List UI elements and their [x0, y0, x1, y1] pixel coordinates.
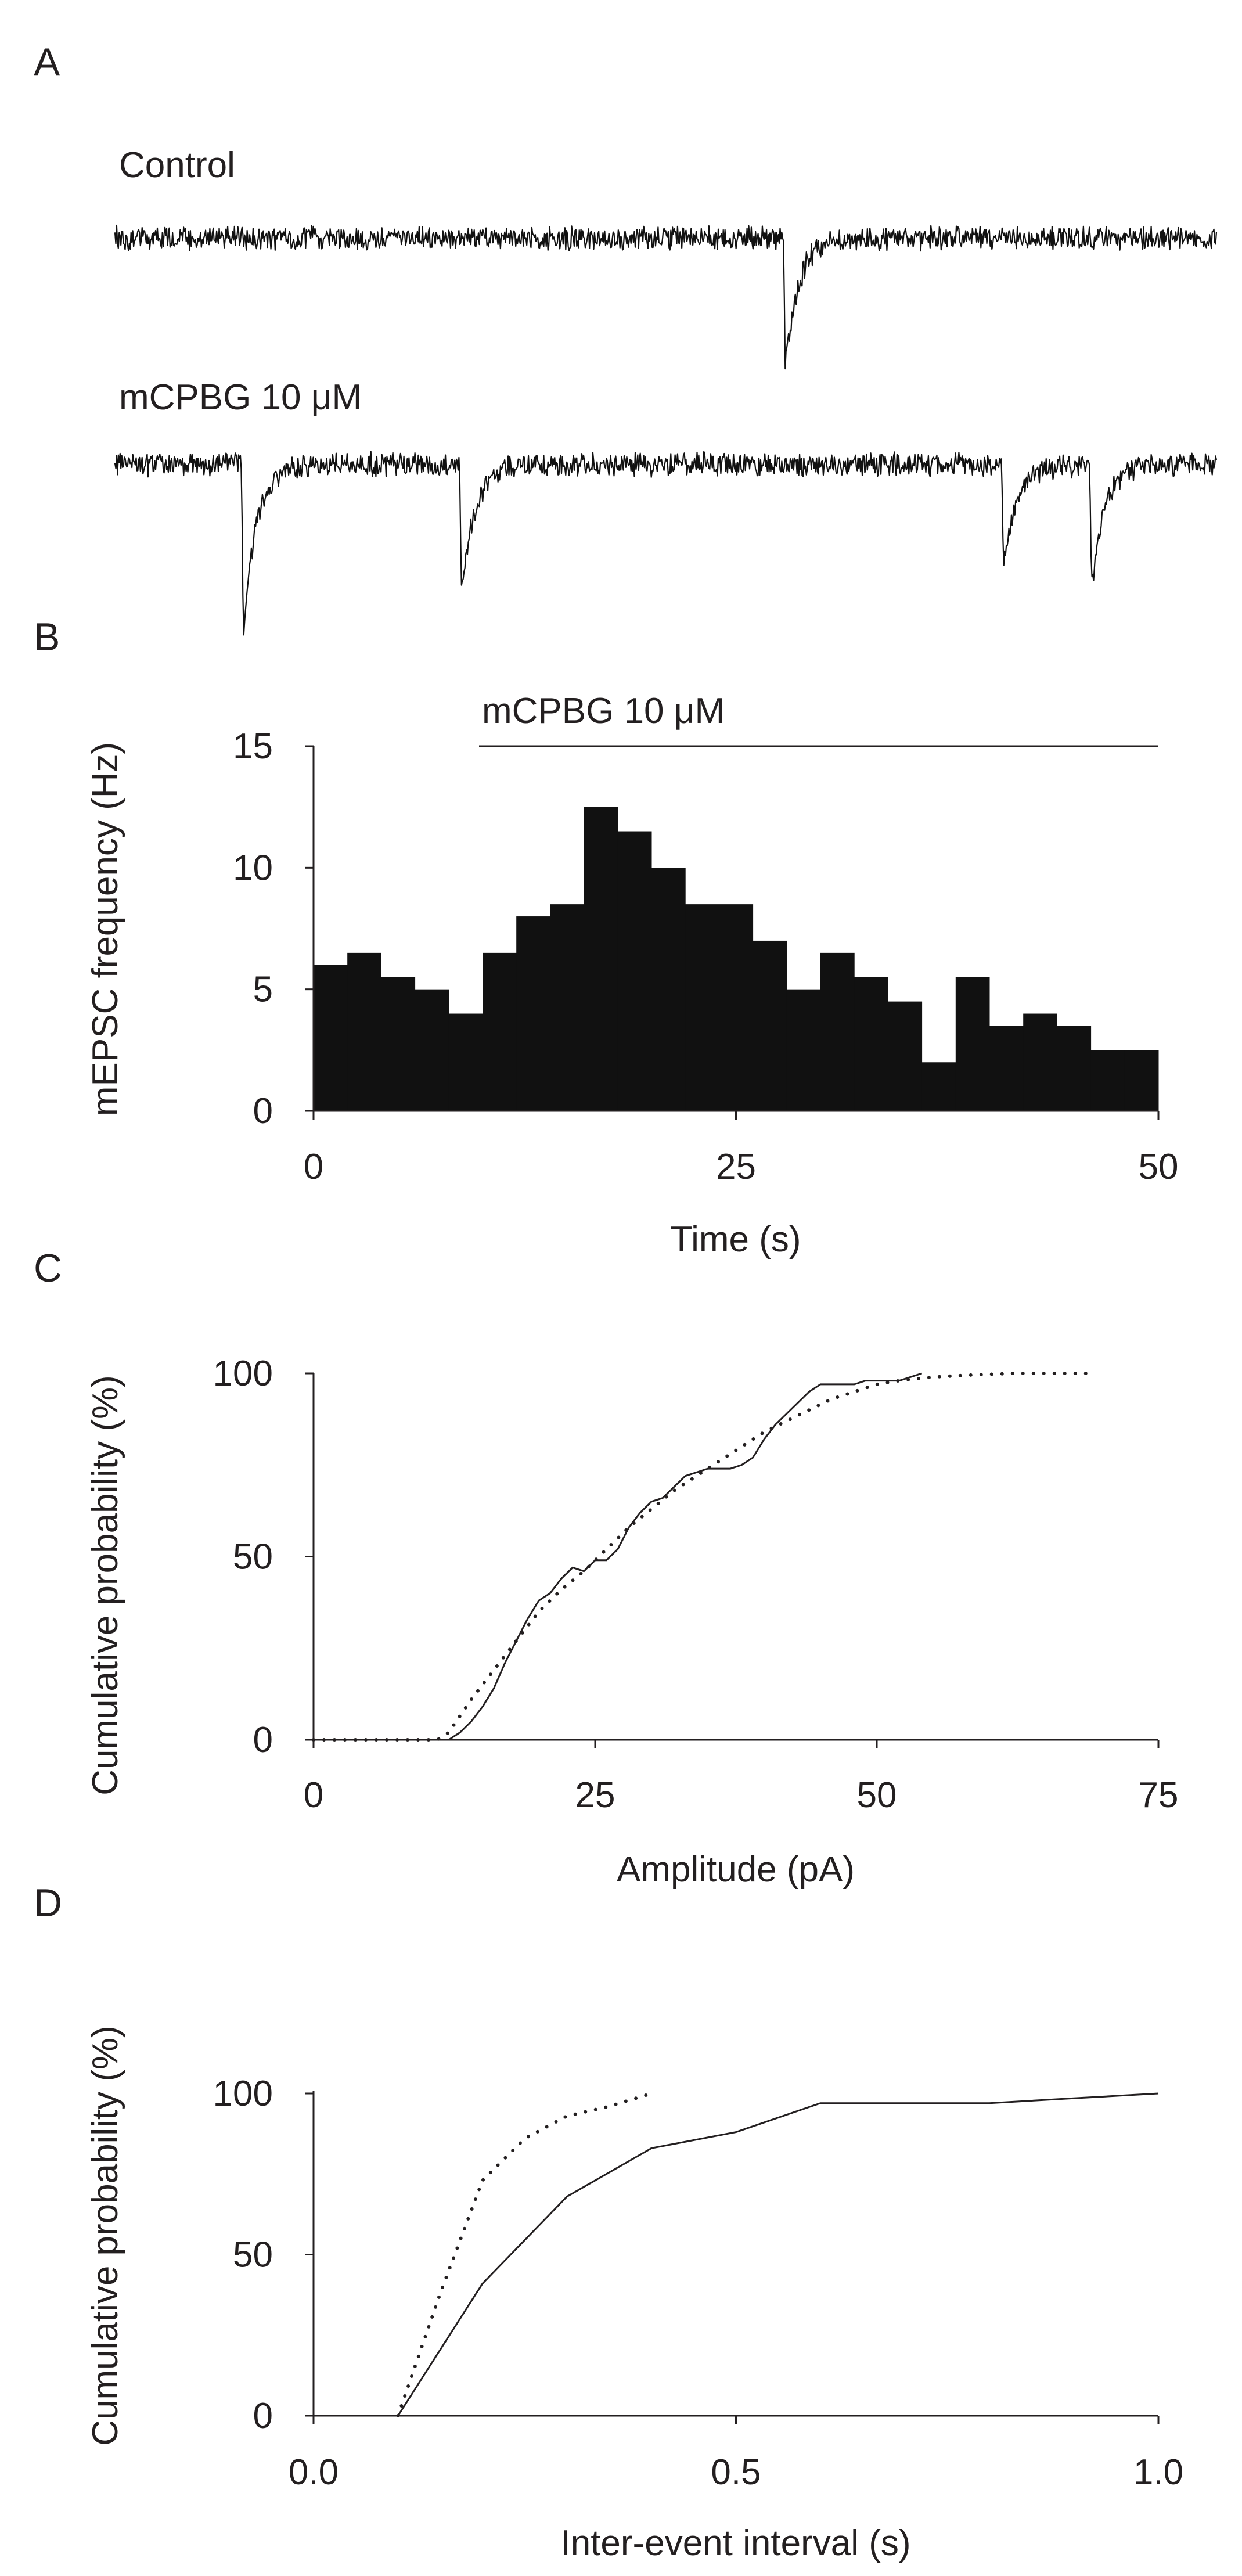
histogram-bar	[617, 831, 652, 1111]
histogram-bar	[651, 868, 686, 1111]
y-tick-label: 50	[233, 2235, 273, 2275]
x-tick-label: 75	[1139, 1775, 1179, 1815]
panel-letter-c: C	[34, 1246, 62, 1290]
histogram-bar	[719, 904, 754, 1111]
histogram-bar	[483, 952, 517, 1111]
histogram-bar	[415, 989, 449, 1111]
amplitude-cdf-plot: 0 25 50 75 0 50 100 Amplitude (pA) Cumulative…	[85, 1354, 1178, 1890]
drug-interval-curve	[397, 2092, 1159, 2416]
histogram-bar	[888, 1001, 923, 1111]
x-tick-label: 25	[716, 1147, 756, 1187]
panel-letter-b: B	[34, 615, 60, 659]
y-tick-label: 100	[213, 1354, 273, 1394]
histogram-bar	[786, 989, 821, 1111]
y-tick-label: 0	[253, 1091, 273, 1131]
x-tick-label: 25	[575, 1775, 615, 1815]
drug-bar-label: mCPBG 10 μM	[482, 691, 725, 731]
histogram-bar	[314, 965, 348, 1111]
control-trace	[114, 224, 1218, 370]
x-tick-label: 0	[304, 1147, 323, 1187]
drug-trace	[114, 451, 1218, 636]
histogram-bar	[854, 977, 888, 1111]
histogram-bars	[314, 807, 1159, 1111]
histogram-bar	[955, 977, 990, 1111]
x-tick-label: 1.0	[1133, 2452, 1183, 2492]
y-tick-label: 0	[253, 2396, 273, 2436]
x-axis-title: Inter-event interval (s)	[561, 2523, 911, 2563]
histogram-bar	[1023, 1013, 1057, 1111]
histogram-bar	[1090, 1050, 1125, 1111]
histogram-bar	[347, 952, 381, 1111]
histogram-bar	[448, 1013, 483, 1111]
panel-letter-a: A	[34, 40, 60, 84]
x-axis-title: Amplitude (pA)	[617, 1850, 855, 1890]
control-interval-curve	[396, 2092, 653, 2417]
histogram-bar	[516, 916, 550, 1111]
y-axis-title: mEPSC frequency (Hz)	[85, 742, 125, 1116]
x-tick-label: 0.0	[289, 2452, 339, 2492]
histogram-bar	[921, 1062, 956, 1111]
x-tick-label: 0	[304, 1775, 323, 1815]
y-tick-label: 10	[233, 848, 273, 888]
x-tick-label: 50	[1139, 1147, 1179, 1187]
histogram-plot: mCPBG 10 μM 0 25 50 0 5 10 15 Time (s) mEPSC …	[85, 691, 1178, 1260]
y-tick-label: 50	[233, 1537, 273, 1577]
x-axis-title: Time (s)	[671, 1219, 801, 1260]
control-trace-label: Control	[119, 145, 235, 185]
panel-letter-d: D	[34, 1881, 62, 1925]
histogram-bar	[753, 940, 787, 1111]
histogram-bar	[989, 1026, 1024, 1111]
histogram-bar	[550, 904, 585, 1111]
histogram-bar	[1057, 1026, 1092, 1111]
interval-cdf-plot: 0.0 0.5 1.0 0 50 100 Inter-event interval (s…	[85, 2025, 1183, 2563]
y-tick-label: 0	[253, 1720, 273, 1760]
histogram-bar	[584, 807, 618, 1111]
histogram-bar	[381, 977, 416, 1111]
x-tick-label: 0.5	[711, 2452, 761, 2492]
histogram-bar	[1124, 1050, 1159, 1111]
y-tick-label: 15	[233, 726, 273, 767]
y-tick-label: 100	[213, 2074, 273, 2114]
y-tick-label: 5	[253, 970, 273, 1010]
control-amplitude-curve	[312, 1372, 1093, 1742]
drug-trace-label: mCPBG 10 μM	[119, 377, 362, 418]
y-axis-title: Cumulative probability (%)	[85, 1375, 125, 1796]
histogram-bar	[685, 904, 719, 1111]
histogram-bar	[820, 952, 855, 1111]
drug-amplitude-curve	[448, 1372, 923, 1741]
y-axis-title: Cumulative probability (%)	[85, 2025, 125, 2446]
x-tick-label: 50	[857, 1775, 897, 1815]
